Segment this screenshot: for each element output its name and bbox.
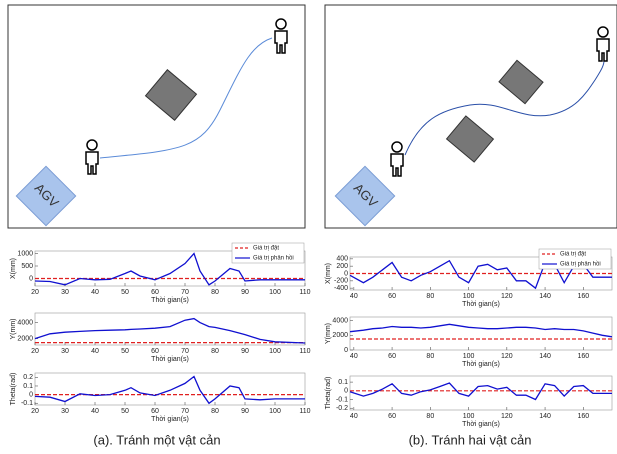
x-tick-label: 40 [91,408,99,415]
x-tick-label: 20 [31,289,39,296]
y-tick-label: -0.1 [21,400,33,407]
x-tick-label: 60 [151,348,159,355]
x-tick-label: 110 [299,408,310,415]
y-tick-label: 0 [29,391,33,398]
y-tick-label: 0 [344,347,348,354]
y-tick-label: 4000 [17,319,33,326]
y-axis-label: Theta(rad) [10,373,17,406]
x-tick-label: 100 [269,408,281,415]
legend-label: Giá trị đặt [560,252,586,258]
y-tick-label: -400 [334,285,348,292]
figure: AGV AGV (a). Tránh một vật cản (b). Trán… [0,0,617,454]
y-axis-label: Y(mm) [10,319,17,340]
x-tick-label: 80 [211,289,219,296]
x-tick-label: 70 [181,408,189,415]
x-tick-label: 80 [426,293,434,300]
y-axis-label: X(mm) [325,263,332,284]
x-tick-label: 120 [501,353,513,360]
x-tick-label: 40 [350,413,358,420]
x-tick-label: 100 [463,293,475,300]
x-tick-label: 80 [426,413,434,420]
y-tick-label: -0.1 [336,396,348,403]
x-tick-label: 30 [61,348,69,355]
x-tick-label: 90 [241,348,249,355]
plot-area [35,373,305,405]
y-tick-label: -200 [334,278,348,285]
x-tick-label: 70 [181,348,189,355]
y-tick-label: 0 [344,270,348,277]
x-tick-label: 20 [31,348,39,355]
x-tick-label: 160 [577,293,589,300]
y-tick-label: 0.1 [338,379,348,386]
x-tick-label: 60 [388,353,396,360]
y-tick-label: 2000 [17,335,33,342]
y-axis-label: X(mm) [10,258,17,279]
x-tick-label: 30 [61,408,69,415]
y-tick-label: 0 [29,275,33,282]
x-tick-label: 110 [299,289,310,296]
y-tick-label: -0.2 [336,405,348,412]
x-tick-label: 100 [269,289,281,296]
x-axis-label: Thời gian(s) [151,297,189,304]
legend-label: Giá trị đặt [253,246,279,252]
x-tick-label: 40 [91,289,99,296]
x-tick-label: 80 [211,408,219,415]
x-tick-label: 50 [121,348,129,355]
x-tick-label: 40 [350,293,358,300]
x-axis-label: Thời gian(s) [462,301,500,308]
x-tick-label: 100 [463,353,475,360]
x-tick-label: 20 [31,408,39,415]
y-tick-label: 0.2 [23,374,33,381]
x-axis-label: Thời gian(s) [151,356,189,363]
plot-area [350,317,612,350]
x-tick-label: 100 [463,413,475,420]
plot-area [350,376,612,410]
x-tick-label: 60 [151,408,159,415]
x-tick-label: 70 [181,289,189,296]
x-tick-label: 80 [211,348,219,355]
x-tick-label: 160 [577,353,589,360]
x-tick-label: 60 [388,293,396,300]
x-tick-label: 100 [269,348,281,355]
x-tick-label: 160 [577,413,589,420]
caption: (b). Tránh hai vật cản [409,432,532,447]
x-tick-label: 110 [299,348,310,355]
y-tick-label: 500 [21,263,33,270]
x-tick-label: 50 [121,289,129,296]
caption: (a). Tránh một vật cản [93,432,220,447]
y-tick-label: 0 [344,388,348,395]
y-tick-label: 200 [336,263,348,270]
y-tick-label: 1000 [17,250,33,257]
y-axis-label: Theta(rad) [325,377,332,410]
y-tick-label: 2000 [332,332,348,339]
x-tick-label: 80 [426,353,434,360]
x-axis-label: Thời gian(s) [151,416,189,423]
y-tick-label: 0.1 [23,383,33,390]
legend-label: Giá trị phản hồi [560,262,601,268]
x-tick-label: 140 [539,353,551,360]
x-tick-label: 60 [388,413,396,420]
x-tick-label: 60 [151,289,159,296]
x-tick-label: 140 [539,413,551,420]
x-tick-label: 50 [121,408,129,415]
x-axis-label: Thời gian(s) [462,361,500,368]
x-tick-label: 120 [501,293,513,300]
x-tick-label: 90 [241,289,249,296]
y-tick-label: 400 [336,256,348,263]
y-axis-label: Y(mm) [325,323,332,344]
y-tick-label: 4000 [332,318,348,325]
legend-label: Giá trị phản hồi [253,256,294,262]
x-tick-label: 90 [241,408,249,415]
x-axis-label: Thời gian(s) [462,421,500,428]
x-tick-label: 30 [61,289,69,296]
x-tick-label: 40 [91,348,99,355]
page: AGV AGV (a). Tránh một vật cản (b). Trán… [0,0,617,454]
x-tick-label: 40 [350,353,358,360]
x-tick-label: 140 [539,293,551,300]
x-tick-label: 120 [501,413,513,420]
